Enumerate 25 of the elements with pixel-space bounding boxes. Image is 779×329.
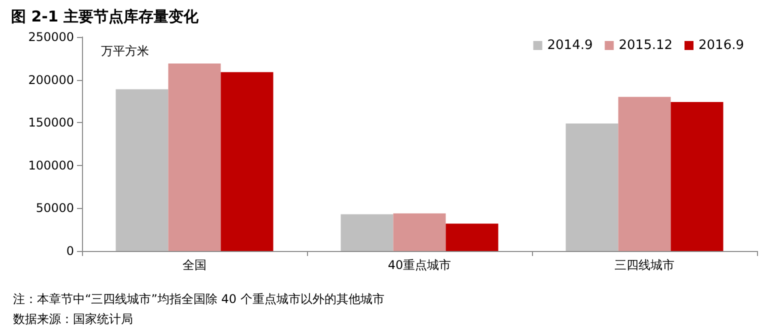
y-tick-label: 200000 [28, 72, 74, 87]
legend-label: 2015.12 [618, 38, 673, 53]
y-tick-label: 250000 [28, 30, 74, 44]
chart-title: 图 2-1 主要节点库存量变化 [11, 8, 200, 26]
source-note: 数据来源：国家统计局 [13, 312, 133, 326]
bar [168, 64, 221, 251]
bar [220, 72, 274, 251]
bar [446, 224, 498, 251]
legend-label: 2016.9 [698, 38, 744, 53]
x-tick-label: 三四线城市 [614, 258, 674, 272]
bar [340, 214, 394, 251]
legend-label: 2014.9 [547, 38, 593, 53]
bar [566, 123, 618, 251]
y-tick-label: 0 [66, 244, 74, 258]
text: 注：本章节中“三四线城市”均指全国除 40 个重点城市以外的其他城市 [13, 292, 384, 306]
bar [116, 89, 168, 251]
bar [393, 213, 446, 251]
y-tick-label: 150000 [28, 116, 74, 130]
y-tick-label: 100000 [28, 158, 74, 172]
x-tick-label: 全国 [182, 258, 206, 272]
y-tick-label: 50000 [36, 201, 74, 216]
x-tick-label: 40重点城市 [388, 258, 452, 272]
bar [670, 102, 724, 251]
y-axis-title: 万平方米 [101, 44, 149, 58]
bar [618, 96, 671, 251]
